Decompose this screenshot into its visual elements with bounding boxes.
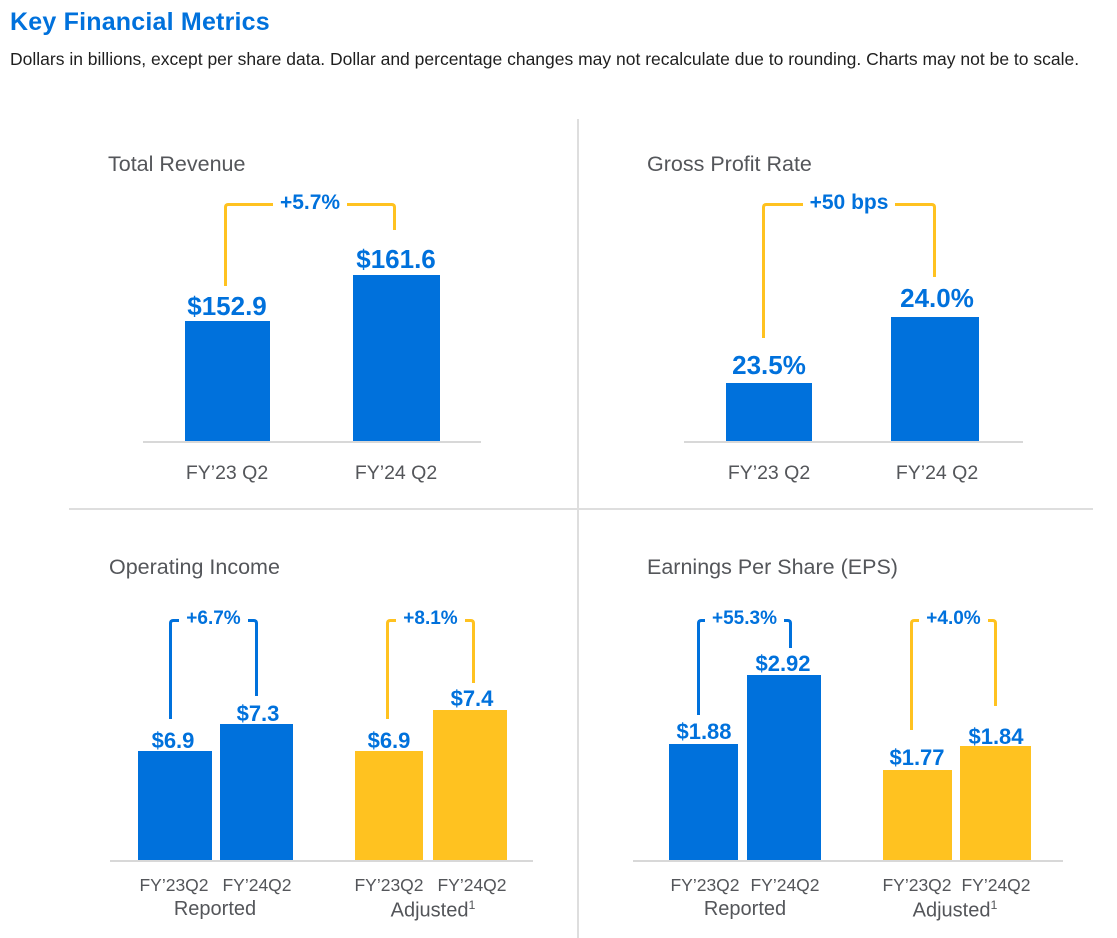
bar-fy23-q2: [726, 383, 812, 441]
change-label: +55.3%: [712, 608, 777, 629]
x-label-adjusted-fy23: FY’23Q2: [882, 875, 952, 895]
group-label-text: Reported: [703, 898, 787, 920]
x-label-adjusted-fy24: FY’24Q2: [961, 875, 1031, 895]
change-bracket-reported: +6.7%: [169, 608, 258, 719]
change-label: +50 bps: [809, 191, 889, 214]
footnote-marker: 1: [468, 898, 476, 912]
x-label-reported-fy23: FY’23Q2: [670, 875, 740, 895]
value-label-reported-fy24: $2.92: [755, 651, 811, 676]
change-bracket: +5.7%: [224, 191, 397, 286]
change-label: +8.1%: [403, 608, 458, 629]
x-label-fy23: FY’23 Q2: [185, 462, 269, 484]
value-label-adjusted-fy23: $6.9: [367, 728, 411, 753]
footnote-marker: 1: [990, 898, 998, 912]
bracket-line-left: [697, 619, 705, 715]
group-label-reported: Reported: [675, 898, 815, 921]
bracket-line-right: [987, 619, 997, 706]
x-label-reported-fy23: FY’23Q2: [139, 875, 209, 895]
group-label-reported: Reported: [145, 898, 285, 921]
bracket-line-left: [910, 619, 920, 730]
x-label-reported-fy24: FY’24Q2: [222, 875, 292, 895]
change-label: +5.7%: [279, 191, 341, 214]
x-axis-line: [684, 441, 1023, 443]
bar-fy24-q2: [353, 275, 440, 442]
group-label-adjusted: Adjusted1: [885, 898, 1025, 923]
chart-title: Earnings Per Share (EPS): [647, 555, 898, 579]
change-bracket-adjusted: +4.0%: [910, 608, 997, 730]
x-label-fy23: FY’23 Q2: [727, 462, 811, 484]
x-label-fy24: FY’24 Q2: [895, 462, 979, 484]
x-label-adjusted-fy23: FY’23Q2: [354, 875, 424, 895]
x-axis-line: [143, 441, 481, 443]
bar-reported-fy23: [138, 751, 212, 860]
bar-reported-fy23: [669, 744, 738, 860]
bar-adjusted-fy23: [883, 770, 952, 860]
chart-title: Operating Income: [109, 555, 280, 579]
x-label-adjusted-fy24: FY’24Q2: [437, 875, 507, 895]
bracket-line-left: [762, 203, 803, 338]
change-bracket-reported: +55.3%: [697, 608, 792, 715]
value-label-adjusted-fy24: $1.84: [968, 724, 1024, 749]
x-axis-line: [110, 860, 533, 862]
bar-adjusted-fy24: [960, 746, 1031, 860]
change-label: +6.7%: [186, 608, 241, 629]
bar-reported-fy24: [220, 724, 293, 860]
value-label-reported-fy23: $1.88: [676, 719, 732, 744]
bracket-line-left: [386, 619, 397, 719]
value-label-fy23: 23.5%: [732, 350, 806, 380]
bracket-line-right: [464, 619, 475, 683]
x-label-fy24: FY’24 Q2: [354, 462, 438, 484]
bracket-line-right: [347, 203, 397, 230]
value-label-fy24: $161.6: [356, 244, 436, 274]
value-label-fy24: 24.0%: [900, 283, 974, 313]
x-label-reported-fy24: FY’24Q2: [750, 875, 820, 895]
bar-fy24-q2: [891, 317, 979, 441]
bracket-line-right: [783, 619, 792, 648]
group-label-text: Reported: [173, 898, 257, 920]
value-label-reported-fy24: $7.3: [236, 701, 280, 726]
value-label-adjusted-fy24: $7.4: [450, 686, 494, 711]
chart-title: Total Revenue: [108, 152, 246, 176]
group-label-text: Adjusted: [912, 899, 991, 922]
horizontal-divider: [69, 508, 1093, 510]
group-label-adjusted: Adjusted1: [363, 898, 503, 923]
bracket-line-left: [224, 203, 273, 286]
x-axis-line: [633, 860, 1063, 862]
chart-title: Gross Profit Rate: [647, 152, 812, 176]
vertical-divider: [577, 119, 579, 938]
value-label-reported-fy23: $6.9: [151, 728, 195, 753]
bracket-line-right: [247, 619, 258, 696]
value-label-fy23: $152.9: [187, 291, 267, 321]
bar-fy23-q2: [185, 321, 270, 442]
group-label-text: Adjusted: [390, 899, 469, 922]
bracket-line-left: [169, 619, 180, 719]
change-bracket: +50 bps: [762, 191, 937, 338]
bracket-line-right: [895, 203, 937, 277]
change-label: +4.0%: [926, 608, 981, 629]
change-bracket-adjusted: +8.1%: [386, 608, 475, 719]
page-title: Key Financial Metrics: [10, 8, 270, 36]
bar-adjusted-fy24: [433, 710, 507, 860]
value-label-adjusted-fy23: $1.77: [889, 745, 945, 770]
bar-adjusted-fy23: [355, 751, 423, 860]
bar-reported-fy24: [747, 675, 821, 860]
page-subtitle: Dollars in billions, except per share da…: [10, 49, 1080, 69]
